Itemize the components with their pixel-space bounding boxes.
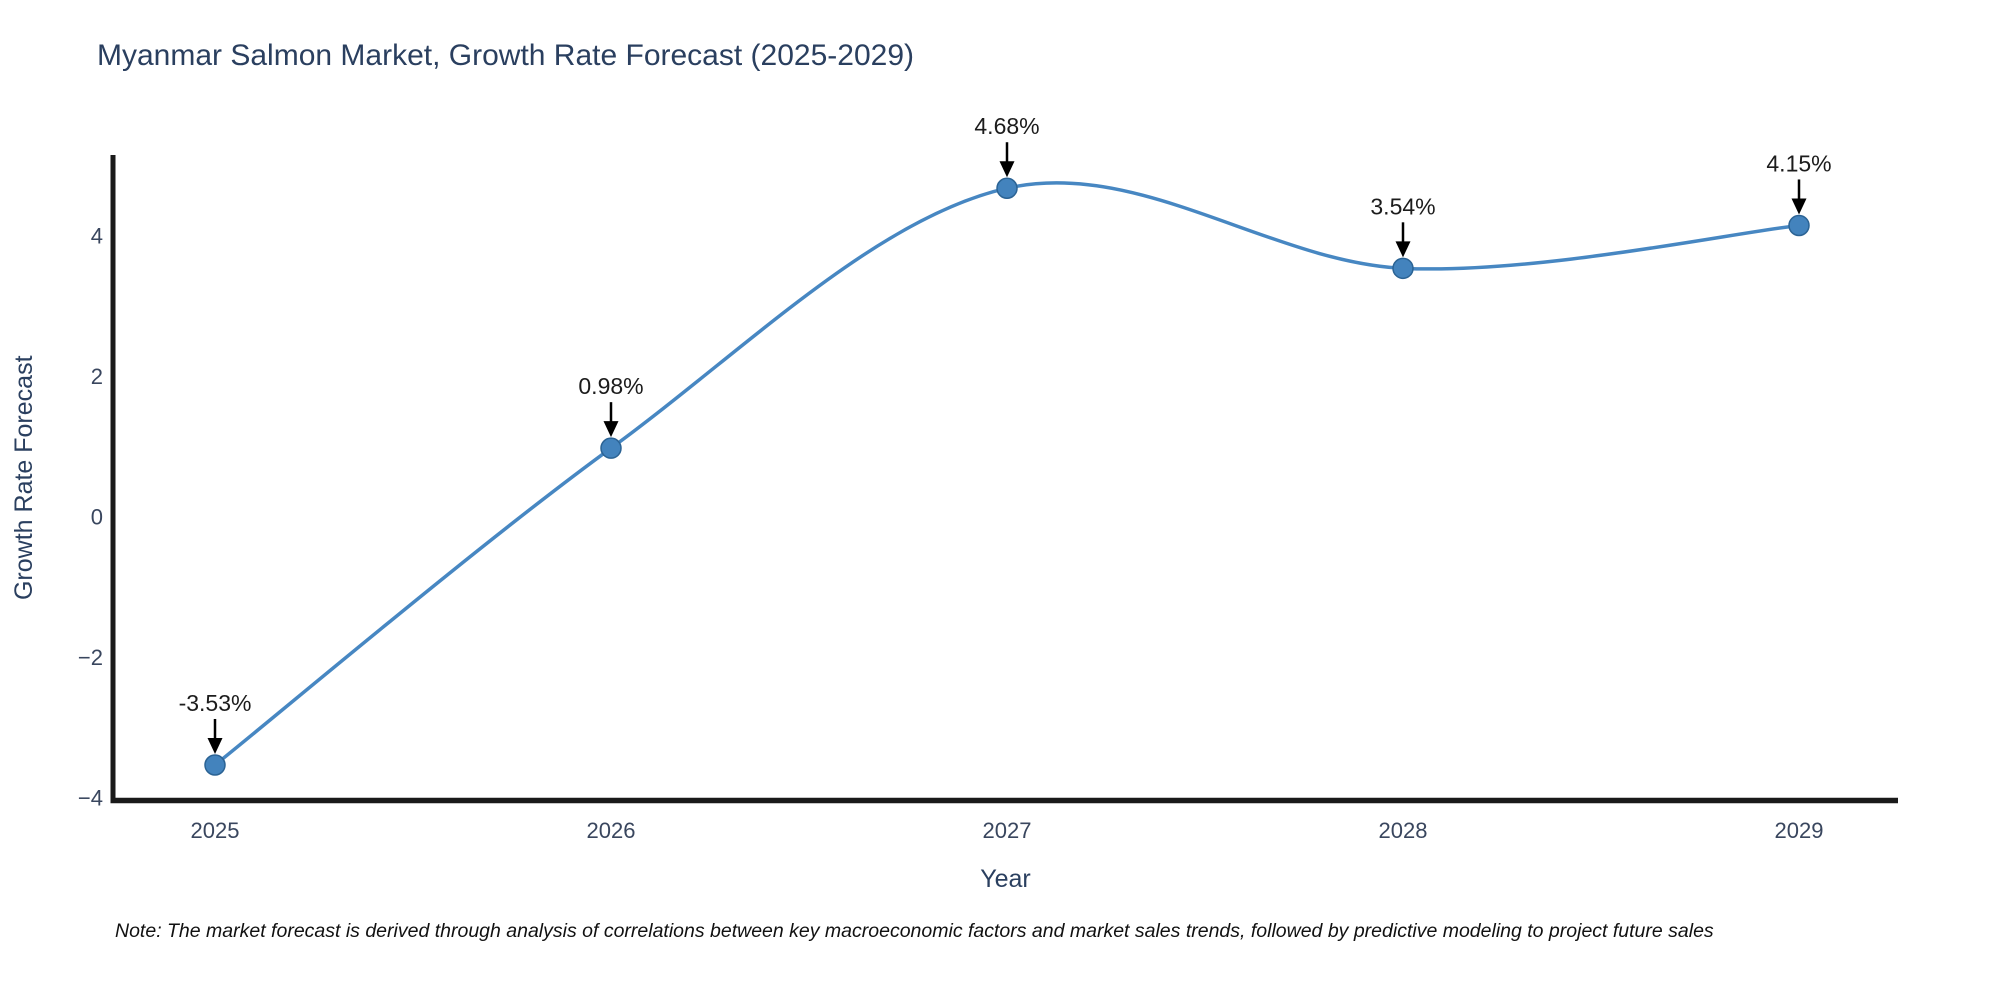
annotation-arrow-head [207, 737, 223, 754]
footnote: Note: The market forecast is derived thr… [115, 920, 1714, 942]
chart-title: Myanmar Salmon Market, Growth Rate Forec… [97, 39, 914, 72]
x-axis-title: Year [980, 865, 1031, 893]
annotation-arrow-head [603, 421, 619, 438]
annotation-arrow-head [1791, 198, 1807, 215]
x-tick-label: 2029 [1775, 818, 1824, 843]
annotation-arrow-head [1395, 241, 1411, 258]
x-tick-label: 2027 [983, 818, 1032, 843]
data-point-marker [996, 177, 1018, 199]
data-point-marker [1788, 214, 1810, 237]
x-tick-label: 2028 [1379, 818, 1428, 843]
y-tick-label: 0 [91, 505, 103, 530]
x-tick-label: 2025 [191, 818, 240, 843]
y-tick-label: 2 [91, 364, 103, 389]
point-value-annotation: 0.98% [578, 373, 643, 399]
point-value-annotation: -3.53% [179, 690, 252, 716]
y-tick-label: −2 [78, 645, 103, 670]
x-tick-label: 2026 [587, 818, 636, 843]
data-point-marker [204, 754, 226, 776]
point-value-annotation: 4.68% [974, 113, 1039, 139]
data-point-marker [1392, 257, 1414, 280]
forecast-line [213, 181, 1800, 767]
annotation-arrow-head [999, 161, 1015, 178]
data-point-marker [600, 437, 622, 459]
point-value-annotation: 4.15% [1766, 150, 1831, 176]
point-value-annotation: 3.54% [1370, 193, 1435, 219]
y-tick-label: 4 [91, 224, 103, 249]
y-tick-label: −4 [78, 786, 103, 811]
y-axis-title: Growth Rate Forecast [10, 355, 38, 600]
